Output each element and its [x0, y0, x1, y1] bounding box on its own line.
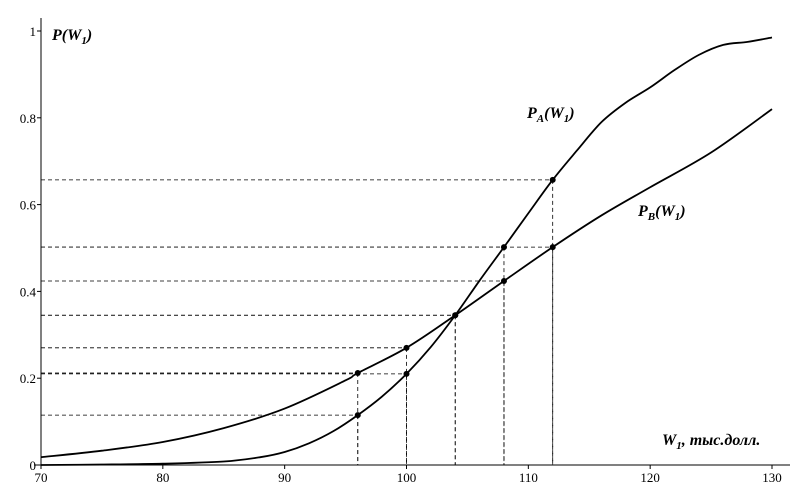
label-part: P — [637, 203, 648, 220]
x-tick-label: 120 — [640, 470, 660, 485]
label-part: ) — [567, 105, 574, 122]
label-part: , тыс.долл. — [681, 432, 761, 449]
label-part: W — [662, 432, 678, 449]
y-tick-label: 0.6 — [20, 198, 37, 213]
label-part: P(W — [51, 27, 83, 44]
y-tick-label: 0.4 — [20, 284, 37, 299]
series-label: PA(W1) — [526, 105, 575, 125]
x-tick-label: 130 — [762, 470, 782, 485]
x-tick-label: 80 — [156, 470, 169, 485]
subscript: B — [647, 211, 655, 223]
marker — [500, 277, 507, 284]
series-label: PB(W1) — [637, 203, 686, 223]
subscript: A — [536, 113, 544, 125]
y-tick-label: 0 — [30, 458, 37, 473]
label-part: (W — [655, 203, 676, 220]
y-tick-label: 0.8 — [20, 111, 36, 126]
label-part: (W — [544, 105, 565, 122]
x-tick-label: 100 — [397, 470, 417, 485]
x-tick-label: 70 — [35, 470, 48, 485]
marker — [549, 176, 556, 183]
x-axis-label: W1, тыс.долл. — [662, 432, 760, 452]
marker — [452, 312, 459, 319]
subscript: 1 — [676, 440, 682, 452]
curve — [40, 36, 773, 466]
marker — [403, 344, 410, 351]
y-axis-label: P(W1) — [51, 27, 92, 47]
subscript: 1 — [564, 113, 570, 125]
label-part: ) — [678, 203, 685, 220]
subscript: 1 — [81, 35, 87, 47]
subscript: 1 — [675, 211, 681, 223]
y-tick-label: 1 — [30, 24, 37, 39]
y-tick-label: 0.2 — [20, 371, 36, 386]
label-part: ) — [85, 27, 92, 44]
label-part: P — [526, 105, 537, 122]
x-tick-label: 90 — [278, 470, 291, 485]
marker — [549, 244, 556, 251]
marker — [403, 370, 410, 377]
x-tick-label: 110 — [519, 470, 538, 485]
marker — [354, 369, 361, 376]
